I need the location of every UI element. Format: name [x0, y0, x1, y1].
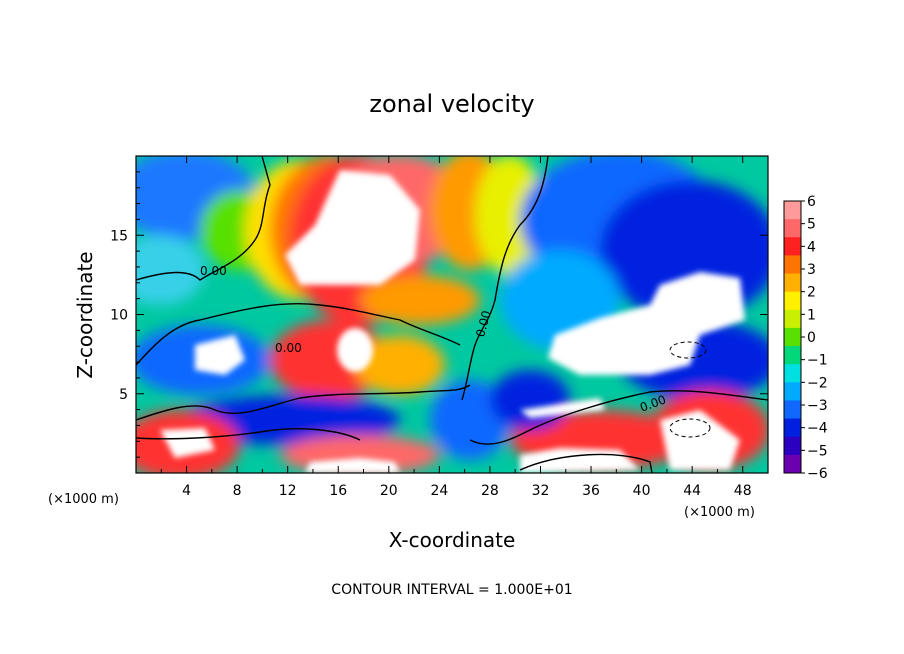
- contour-label: 0.00: [200, 264, 227, 278]
- x-tick-label: 20: [380, 483, 398, 499]
- plot-area: 0.00 0.00 0.00 0.00: [135, 155, 769, 474]
- x-tick-label: 36: [582, 483, 600, 499]
- colorbar-swatch: [784, 237, 801, 256]
- x-tick-label: 4: [182, 483, 191, 499]
- contour-interval-footer: CONTOUR INTERVAL = 1.000E+01: [331, 582, 572, 598]
- x-tick-label: 16: [329, 483, 347, 499]
- y-tick-label: 10: [110, 308, 128, 324]
- x-tick-label: 24: [430, 483, 448, 499]
- x-tick-label: 12: [279, 483, 297, 499]
- colorbar-swatch: [784, 327, 801, 347]
- colorbar-label: −3: [807, 398, 828, 414]
- x-unit-left: (×1000 m): [48, 492, 119, 507]
- colorbar-label: −2: [807, 375, 828, 391]
- colorbar-swatch: [784, 382, 801, 401]
- colorbar-swatch: [784, 400, 801, 420]
- x-tick-label: 44: [683, 483, 701, 499]
- colorbar-swatch: [784, 201, 801, 220]
- colorbar-label: 1: [807, 307, 816, 323]
- y-tick-label: 5: [119, 387, 128, 403]
- y-axis-label: Z-coordinate: [73, 251, 97, 378]
- colorbar-label: −1: [807, 353, 828, 369]
- x-tick-label: 48: [734, 483, 752, 499]
- colorbar-swatch: [784, 364, 801, 383]
- x-tick-label: 40: [633, 483, 651, 499]
- y-axis: 5 10 15: [110, 171, 768, 458]
- colorbar-label: −5: [807, 443, 828, 459]
- velocity-field: 0.00 0.00 0.00 0.00: [136, 156, 768, 473]
- colorbar-label: 4: [807, 239, 816, 255]
- contour-lines: [136, 156, 768, 473]
- colorbar-swatch: [784, 219, 801, 238]
- x-tick-label: 28: [481, 483, 499, 499]
- colorbar-label: −6: [807, 466, 828, 482]
- x-unit-right: (×1000 m): [684, 505, 755, 520]
- colorbar-swatch: [784, 255, 801, 275]
- y-tick-label: 15: [110, 228, 128, 244]
- colorbar-label: 5: [807, 217, 816, 233]
- colorbar-swatch: [784, 291, 801, 311]
- negative-contours: [669, 341, 711, 438]
- colorbar: 6 5 4 3 2 1 0 −1 −2 −3 −4 −5 −6: [783, 194, 828, 482]
- chart-title: zonal velocity: [369, 90, 534, 118]
- colorbar-label: 0: [807, 330, 816, 346]
- colorbar-swatch: [784, 346, 801, 365]
- colorbar-label: 6: [807, 194, 816, 210]
- contour-label: 0.00: [275, 341, 302, 355]
- x-axis: 4 8 12 16 20 24 28 32 36 40 44 48: [160, 156, 752, 499]
- colorbar-swatch: [784, 273, 801, 293]
- x-tick-label: 8: [233, 483, 242, 499]
- colorbar-label: 2: [807, 285, 816, 301]
- x-tick-label: 32: [532, 483, 550, 499]
- colorbar-swatch: [784, 454, 801, 474]
- colorbar-label: 3: [807, 262, 816, 278]
- colorbar-swatch: [784, 418, 801, 438]
- contour-label: 0.00: [473, 309, 493, 338]
- x-axis-label: X-coordinate: [389, 528, 516, 552]
- colorbar-swatch: [784, 309, 801, 329]
- colorbar-label: −4: [807, 421, 828, 437]
- colorbar-swatch: [784, 436, 801, 456]
